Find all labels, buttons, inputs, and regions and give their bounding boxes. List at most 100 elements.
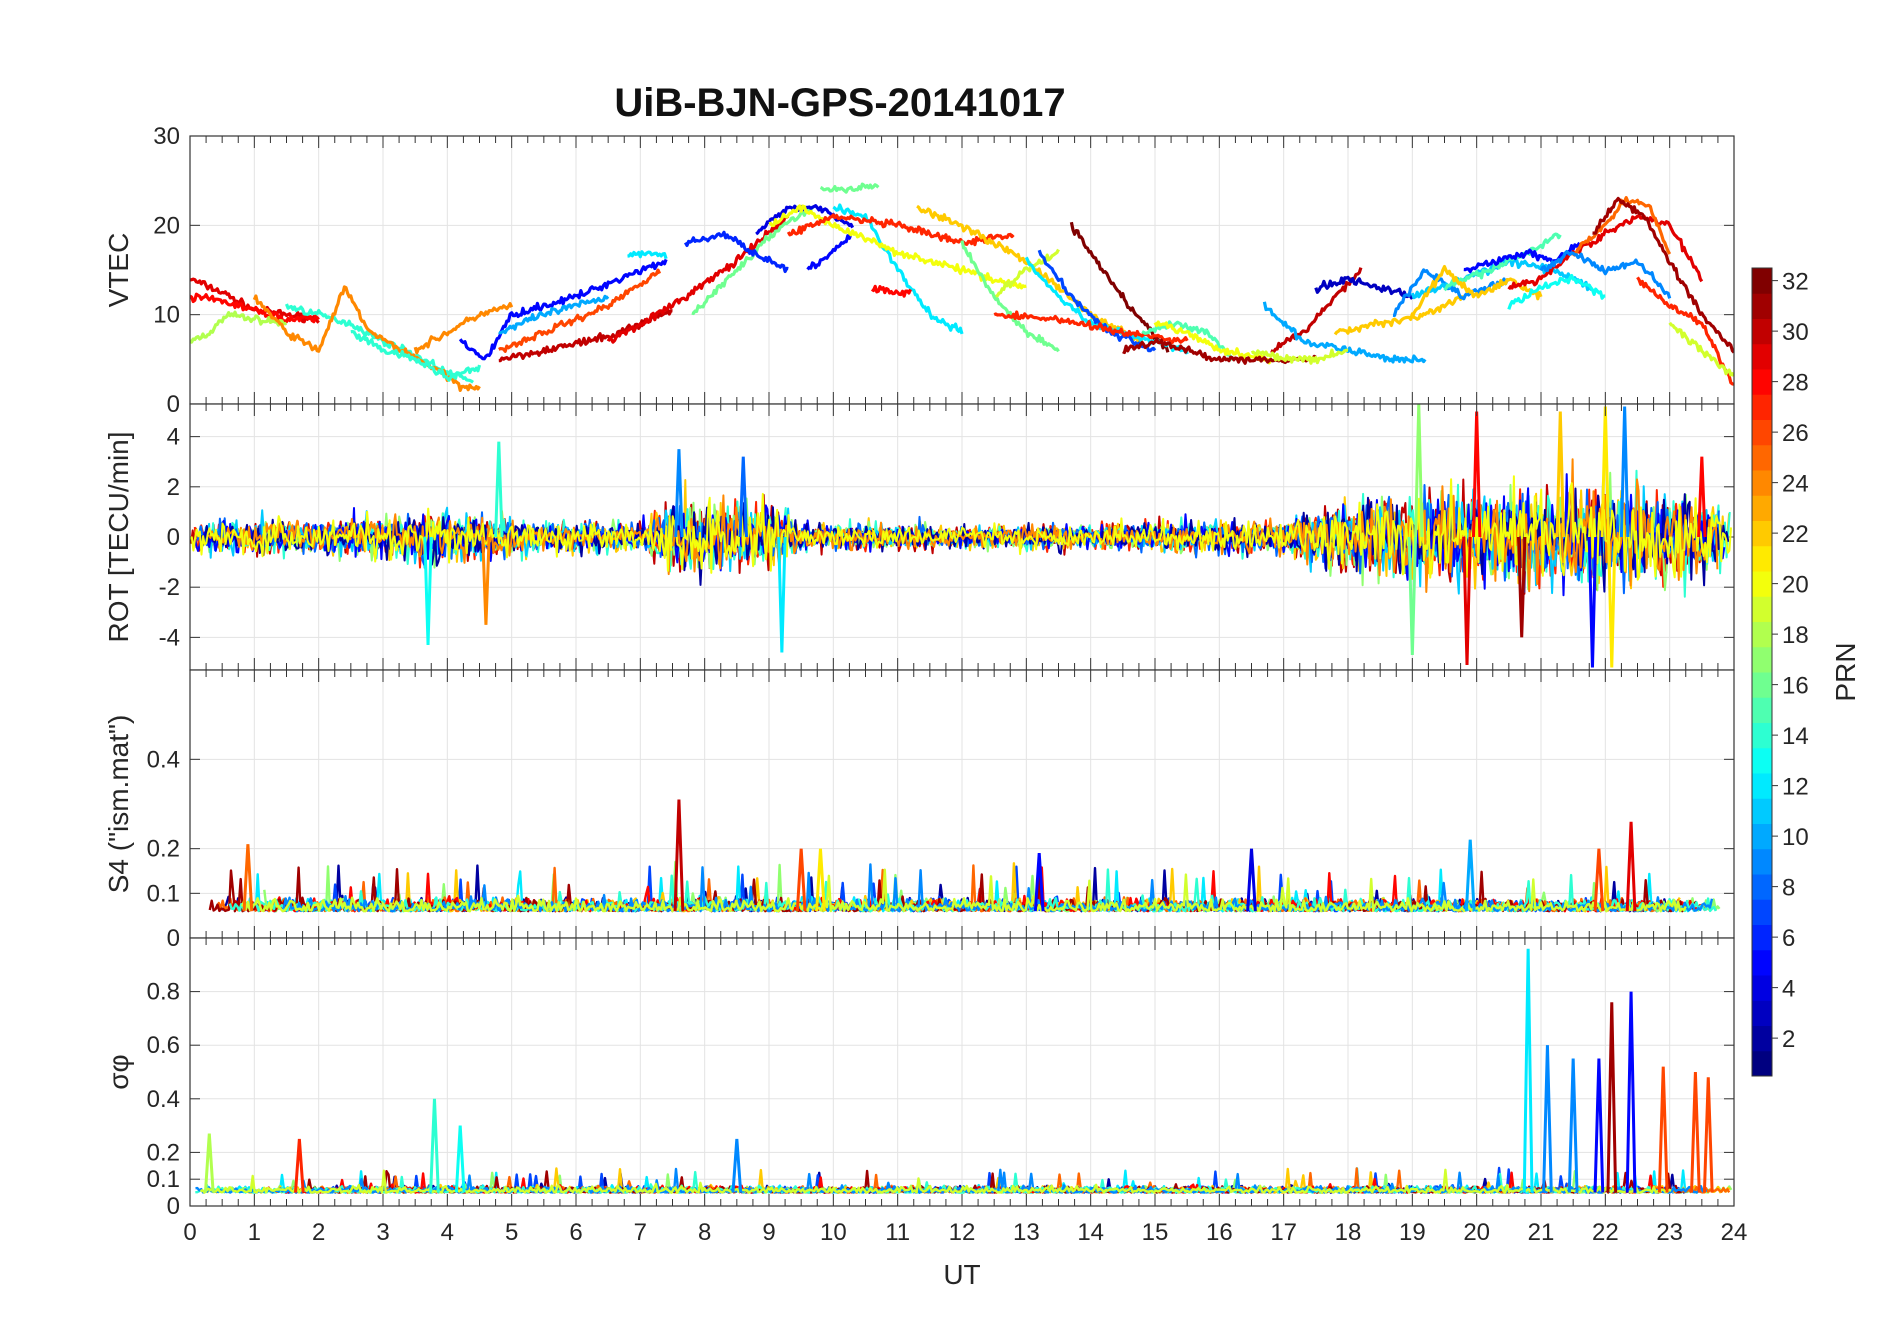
y-tick-label: -2	[159, 574, 180, 601]
series-line-prn-16	[819, 182, 880, 194]
y-tick-label: 0	[167, 925, 180, 952]
colorbar-swatch	[1752, 545, 1772, 572]
x-tick-label: 6	[569, 1219, 582, 1246]
spike-prn-14	[429, 1098, 440, 1193]
colorbar-swatch	[1752, 394, 1772, 420]
colorbar-swatch	[1752, 722, 1772, 749]
spike-prn-12	[777, 536, 787, 653]
axes-box-sigma	[189, 937, 1735, 1207]
x-tick-label: 19	[1399, 1219, 1426, 1246]
colorbar-swatch	[1752, 1050, 1772, 1077]
colorbar-swatch	[1752, 899, 1772, 925]
series-line-prn-29	[606, 214, 790, 344]
series-line-prn-28	[190, 292, 320, 325]
spike-prn-22	[1555, 411, 1566, 538]
series-line-prn-19	[240, 868, 1687, 913]
colorbar-swatch	[1752, 621, 1772, 648]
series-line-prn-10	[498, 294, 610, 335]
colorbar-swatch	[1752, 1025, 1772, 1052]
colorbar-tick-label: 14	[1782, 723, 1809, 750]
x-tick-label: 5	[505, 1219, 518, 1246]
colorbar-swatch	[1752, 419, 1772, 446]
colorbar-label: PRN	[1830, 642, 1861, 701]
y-tick-label: 0.1	[147, 1166, 180, 1193]
colorbar-swatch	[1752, 571, 1772, 597]
colorbar-swatch	[1752, 318, 1772, 345]
spike-prn-26	[1702, 1077, 1714, 1193]
spike-prn-17	[1414, 404, 1424, 538]
colorbar-tick-label: 22	[1782, 521, 1809, 548]
spike-prn-18	[203, 1133, 215, 1193]
spike-prn-26	[1593, 848, 1605, 912]
y-tick-label: 2	[167, 474, 180, 501]
colorbar-swatch	[1752, 1000, 1772, 1026]
series-line-prn-6	[684, 230, 789, 274]
series-line-prn-20	[1153, 320, 1273, 365]
y-tick-label: 20	[153, 212, 180, 239]
colorbar-swatch	[1752, 369, 1772, 395]
series-line-prn-29	[1507, 213, 1704, 291]
colorbar-swatch	[1752, 672, 1772, 698]
x-tick-label: 3	[376, 1219, 389, 1246]
panel-rot: -4 -2 0 2 4 ROT [TECU/min]	[103, 403, 1735, 671]
spike-prn-21	[1607, 536, 1617, 668]
series-line-prn-16	[960, 240, 1060, 353]
colorbar-swatch	[1752, 520, 1772, 547]
series-line-prn-5	[1463, 241, 1581, 274]
series-line-prn-15	[1443, 232, 1562, 292]
spike-prn-9	[1567, 1058, 1579, 1193]
colorbar-tick-label: 28	[1782, 370, 1809, 397]
spike-prn-9	[731, 1138, 743, 1193]
spike-prn-8	[738, 456, 748, 538]
series-line-prn-24	[413, 302, 514, 355]
y-tick-label: 0	[167, 1193, 180, 1220]
spike-prn-31	[1516, 536, 1527, 638]
colorbar-tick-label: 16	[1782, 673, 1809, 700]
series-line-prn-10	[1262, 301, 1427, 364]
y-tick-label: -4	[159, 624, 180, 651]
series-line-prn-12	[627, 250, 668, 260]
spike-prn-9	[1542, 1045, 1553, 1193]
series-line-prn-19	[1250, 348, 1349, 365]
colorbar-swatch	[1752, 268, 1772, 294]
colorbar-swatch	[1752, 874, 1772, 900]
spike-prn-5	[1033, 853, 1045, 912]
x-tick-label: 12	[949, 1219, 976, 1246]
x-tick-label: 11	[885, 1219, 910, 1246]
colorbar-tick-label: 10	[1782, 824, 1809, 851]
colorbar-tick-label: 30	[1782, 319, 1809, 346]
x-tick-label: 1	[248, 1219, 261, 1246]
y-tick-label: 0.8	[147, 979, 180, 1006]
x-tick-label: 20	[1463, 1219, 1490, 1246]
series-line-prn-27	[993, 310, 1189, 345]
spike-prn-27	[294, 1138, 305, 1193]
series-line-prn-13	[1507, 273, 1606, 310]
colorbar-swatch	[1752, 293, 1772, 319]
y-tick-label: 30	[153, 123, 180, 150]
y-tick-label: 4	[167, 424, 180, 451]
x-tick-label: 23	[1656, 1219, 1683, 1246]
spike-prn-14	[494, 441, 504, 538]
spike-prn-9	[1619, 406, 1630, 538]
y-axis-label-rot: ROT [TECU/min]	[103, 431, 134, 642]
series-group-s4	[208, 799, 1721, 913]
panel-vtec: 0 10 20 30 VTEC	[103, 123, 1735, 418]
colorbar-swatch	[1752, 949, 1772, 976]
series-line-prn-27	[786, 213, 1015, 247]
x-tick-label: 16	[1206, 1219, 1233, 1246]
series-group-rot	[190, 404, 1732, 668]
colorbar-swatch	[1752, 975, 1772, 1001]
series-line-prn-19	[993, 248, 1060, 300]
spike-prn-26	[1657, 1066, 1669, 1193]
spike-prn-21	[815, 848, 826, 912]
spike-prn-26	[795, 848, 807, 912]
series-line-prn-5	[458, 258, 668, 361]
series-line-prn-18	[190, 310, 287, 344]
colorbar-tick-label: 18	[1782, 622, 1809, 649]
x-tick-label: 8	[698, 1219, 711, 1246]
series-line-prn-31	[1122, 337, 1317, 365]
